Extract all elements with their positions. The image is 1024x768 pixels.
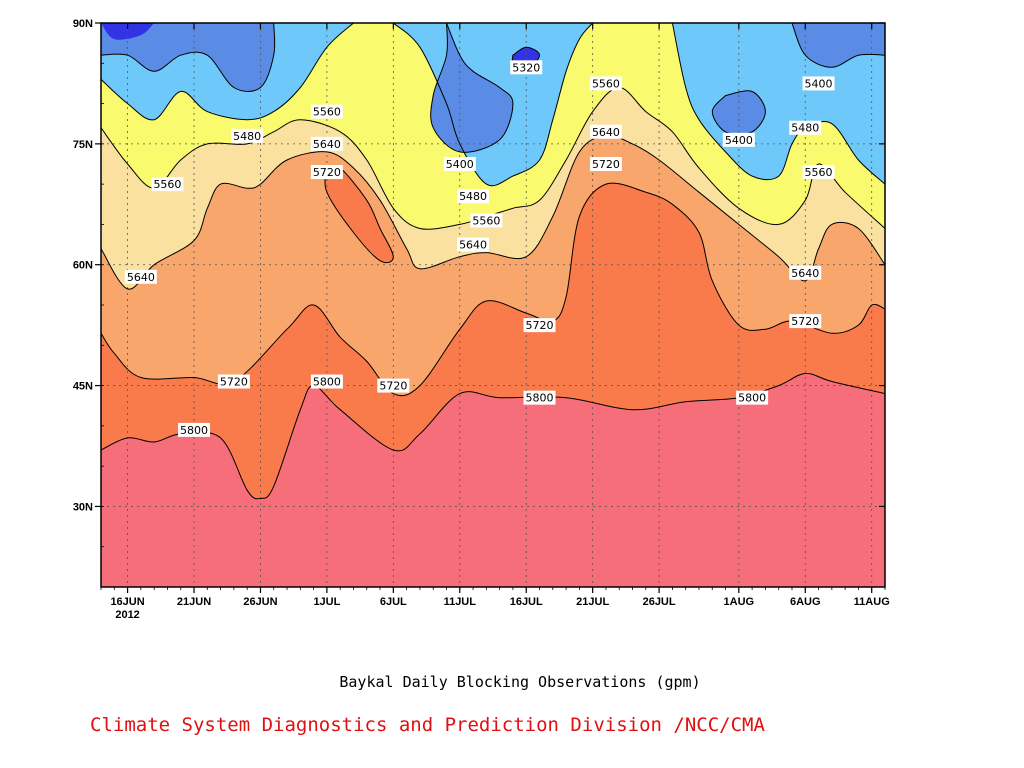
y-tick-label: 90N: [73, 18, 93, 30]
contour-label: 5560: [310, 104, 343, 119]
contour-label: 5640: [457, 237, 490, 252]
contour-line-5480: [392, 23, 594, 187]
contour-label-text: 5480: [791, 122, 819, 135]
contour-label: 5480: [231, 128, 264, 143]
contour-label: 5720: [589, 157, 622, 171]
contour-label-text: 5640: [791, 267, 819, 280]
contour-label: 5560: [589, 76, 622, 91]
contour-line-5640: [101, 135, 885, 290]
contour-label-text: 5480: [233, 130, 261, 143]
contour-label: 5720: [523, 318, 556, 333]
contour-label-text: 5560: [805, 166, 833, 179]
gridlines: [101, 23, 885, 587]
contour-line-5400: [791, 23, 885, 68]
contour-label: 5720: [217, 374, 250, 389]
contour-label-text: 5560: [153, 178, 181, 191]
band-5320-5400-mid: [430, 23, 513, 153]
contour-label-text: 5720: [379, 380, 407, 393]
contour-label-text: 5800: [313, 376, 341, 389]
contour-label-text: 5720: [791, 315, 819, 328]
x-tick-label: 6AUG: [790, 596, 821, 608]
x-tick-label: 11JUL: [444, 596, 477, 608]
contour-label-text: 5480: [459, 190, 487, 203]
axes: 16JUN 21JUN 26JUN 1JUL 6JUL 11JUL 16JUL 21JUL 26…: [73, 18, 890, 621]
x-tick-label: 26JUL: [643, 596, 676, 608]
contour-label: 5400: [443, 157, 476, 171]
contour-label-text: 5400: [805, 77, 833, 90]
contour-label-text: 5800: [180, 424, 208, 437]
contour-label: 5560: [151, 177, 184, 192]
contour-label-text: 5560: [472, 214, 500, 227]
x-tick-label: 21JUL: [576, 596, 609, 608]
contour-label-text: 5400: [725, 134, 753, 147]
band-5720-5800-island: [324, 165, 394, 263]
y-tick-label: 60N: [73, 260, 93, 272]
contour-label-text: 5800: [526, 392, 554, 405]
contour-label: 5800: [523, 390, 556, 405]
contour-label-text: 5720: [592, 158, 620, 171]
contour-line-5800: [324, 165, 394, 264]
chart-title: Baykal Daily Blocking Observations (gpm): [339, 673, 701, 691]
x-tick-label: 26JUN: [243, 596, 277, 608]
x-tick-label: 11AUG: [854, 596, 890, 608]
contour-label: 5720: [310, 165, 343, 180]
contour-label: 5720: [789, 314, 822, 329]
contour-line-5400: [430, 23, 514, 153]
band-5320-5400-east: [792, 23, 885, 68]
contour-label-text: 5800: [738, 392, 766, 405]
contour-label-text: 5560: [313, 106, 341, 119]
contour-label-text: 5560: [592, 77, 620, 90]
x-tick-label: 16JUL: [510, 596, 543, 608]
contour-label: 5800: [736, 390, 769, 405]
contour-label-text: 5400: [446, 158, 474, 171]
contour-label-text: 5640: [313, 138, 341, 151]
y-tick-label: 75N: [73, 139, 93, 151]
year-label: 2012: [115, 609, 139, 621]
x-tick-label: 21JUN: [177, 596, 211, 608]
contour-labels: 5800 5720 5800 5720 5800 5720 5800 5720 5640 5640…: [124, 60, 835, 437]
contour-label-text: 5640: [592, 126, 620, 139]
contour-label: 5800: [178, 422, 211, 437]
contour-label: 5720: [377, 378, 410, 393]
band-5320-5400-island: [712, 90, 766, 135]
contour-label: 5640: [589, 124, 622, 139]
contour-label: 5640: [789, 265, 822, 280]
contour-label: 5320: [510, 60, 543, 75]
contour-label: 5480: [457, 189, 490, 204]
contour-label: 5640: [124, 269, 157, 284]
contour-label-text: 5640: [459, 239, 487, 252]
y-tick-label: 45N: [73, 381, 93, 393]
contour-label: 5480: [789, 120, 822, 135]
contour-line-5400: [711, 90, 766, 135]
contour-label: 5560: [470, 213, 503, 228]
contour-label: 5560: [802, 165, 835, 180]
contour-label-text: 5320: [512, 61, 540, 74]
contour-label-text: 5720: [313, 166, 341, 179]
contour-label-text: 5640: [127, 271, 155, 284]
contour-label-text: 5720: [526, 319, 554, 332]
contour-line-5480: [101, 23, 354, 121]
band-below-5320-corner: [101, 23, 155, 40]
x-tick-label: 1JUL: [313, 596, 340, 608]
contour-label: 5640: [310, 136, 343, 151]
contour-line-5560: [101, 86, 885, 230]
contour-label-text: 5720: [220, 376, 248, 389]
contour-label: 5400: [722, 132, 755, 147]
contour-label: 5400: [802, 76, 835, 91]
y-tick-label: 30N: [73, 501, 93, 513]
contour-line-5480: [671, 23, 885, 185]
x-tick-label: 1AUG: [724, 596, 755, 608]
x-tick-label: 16JUN: [110, 596, 144, 608]
contour-fill-layer: [101, 23, 885, 587]
contour-label: 5800: [310, 374, 343, 389]
x-tick-label: 6JUL: [380, 596, 407, 608]
band-5320-5400-west: [101, 23, 275, 92]
contour-line-5400: [101, 23, 276, 92]
credit-text: Climate System Diagnostics and Predictio…: [90, 714, 765, 736]
